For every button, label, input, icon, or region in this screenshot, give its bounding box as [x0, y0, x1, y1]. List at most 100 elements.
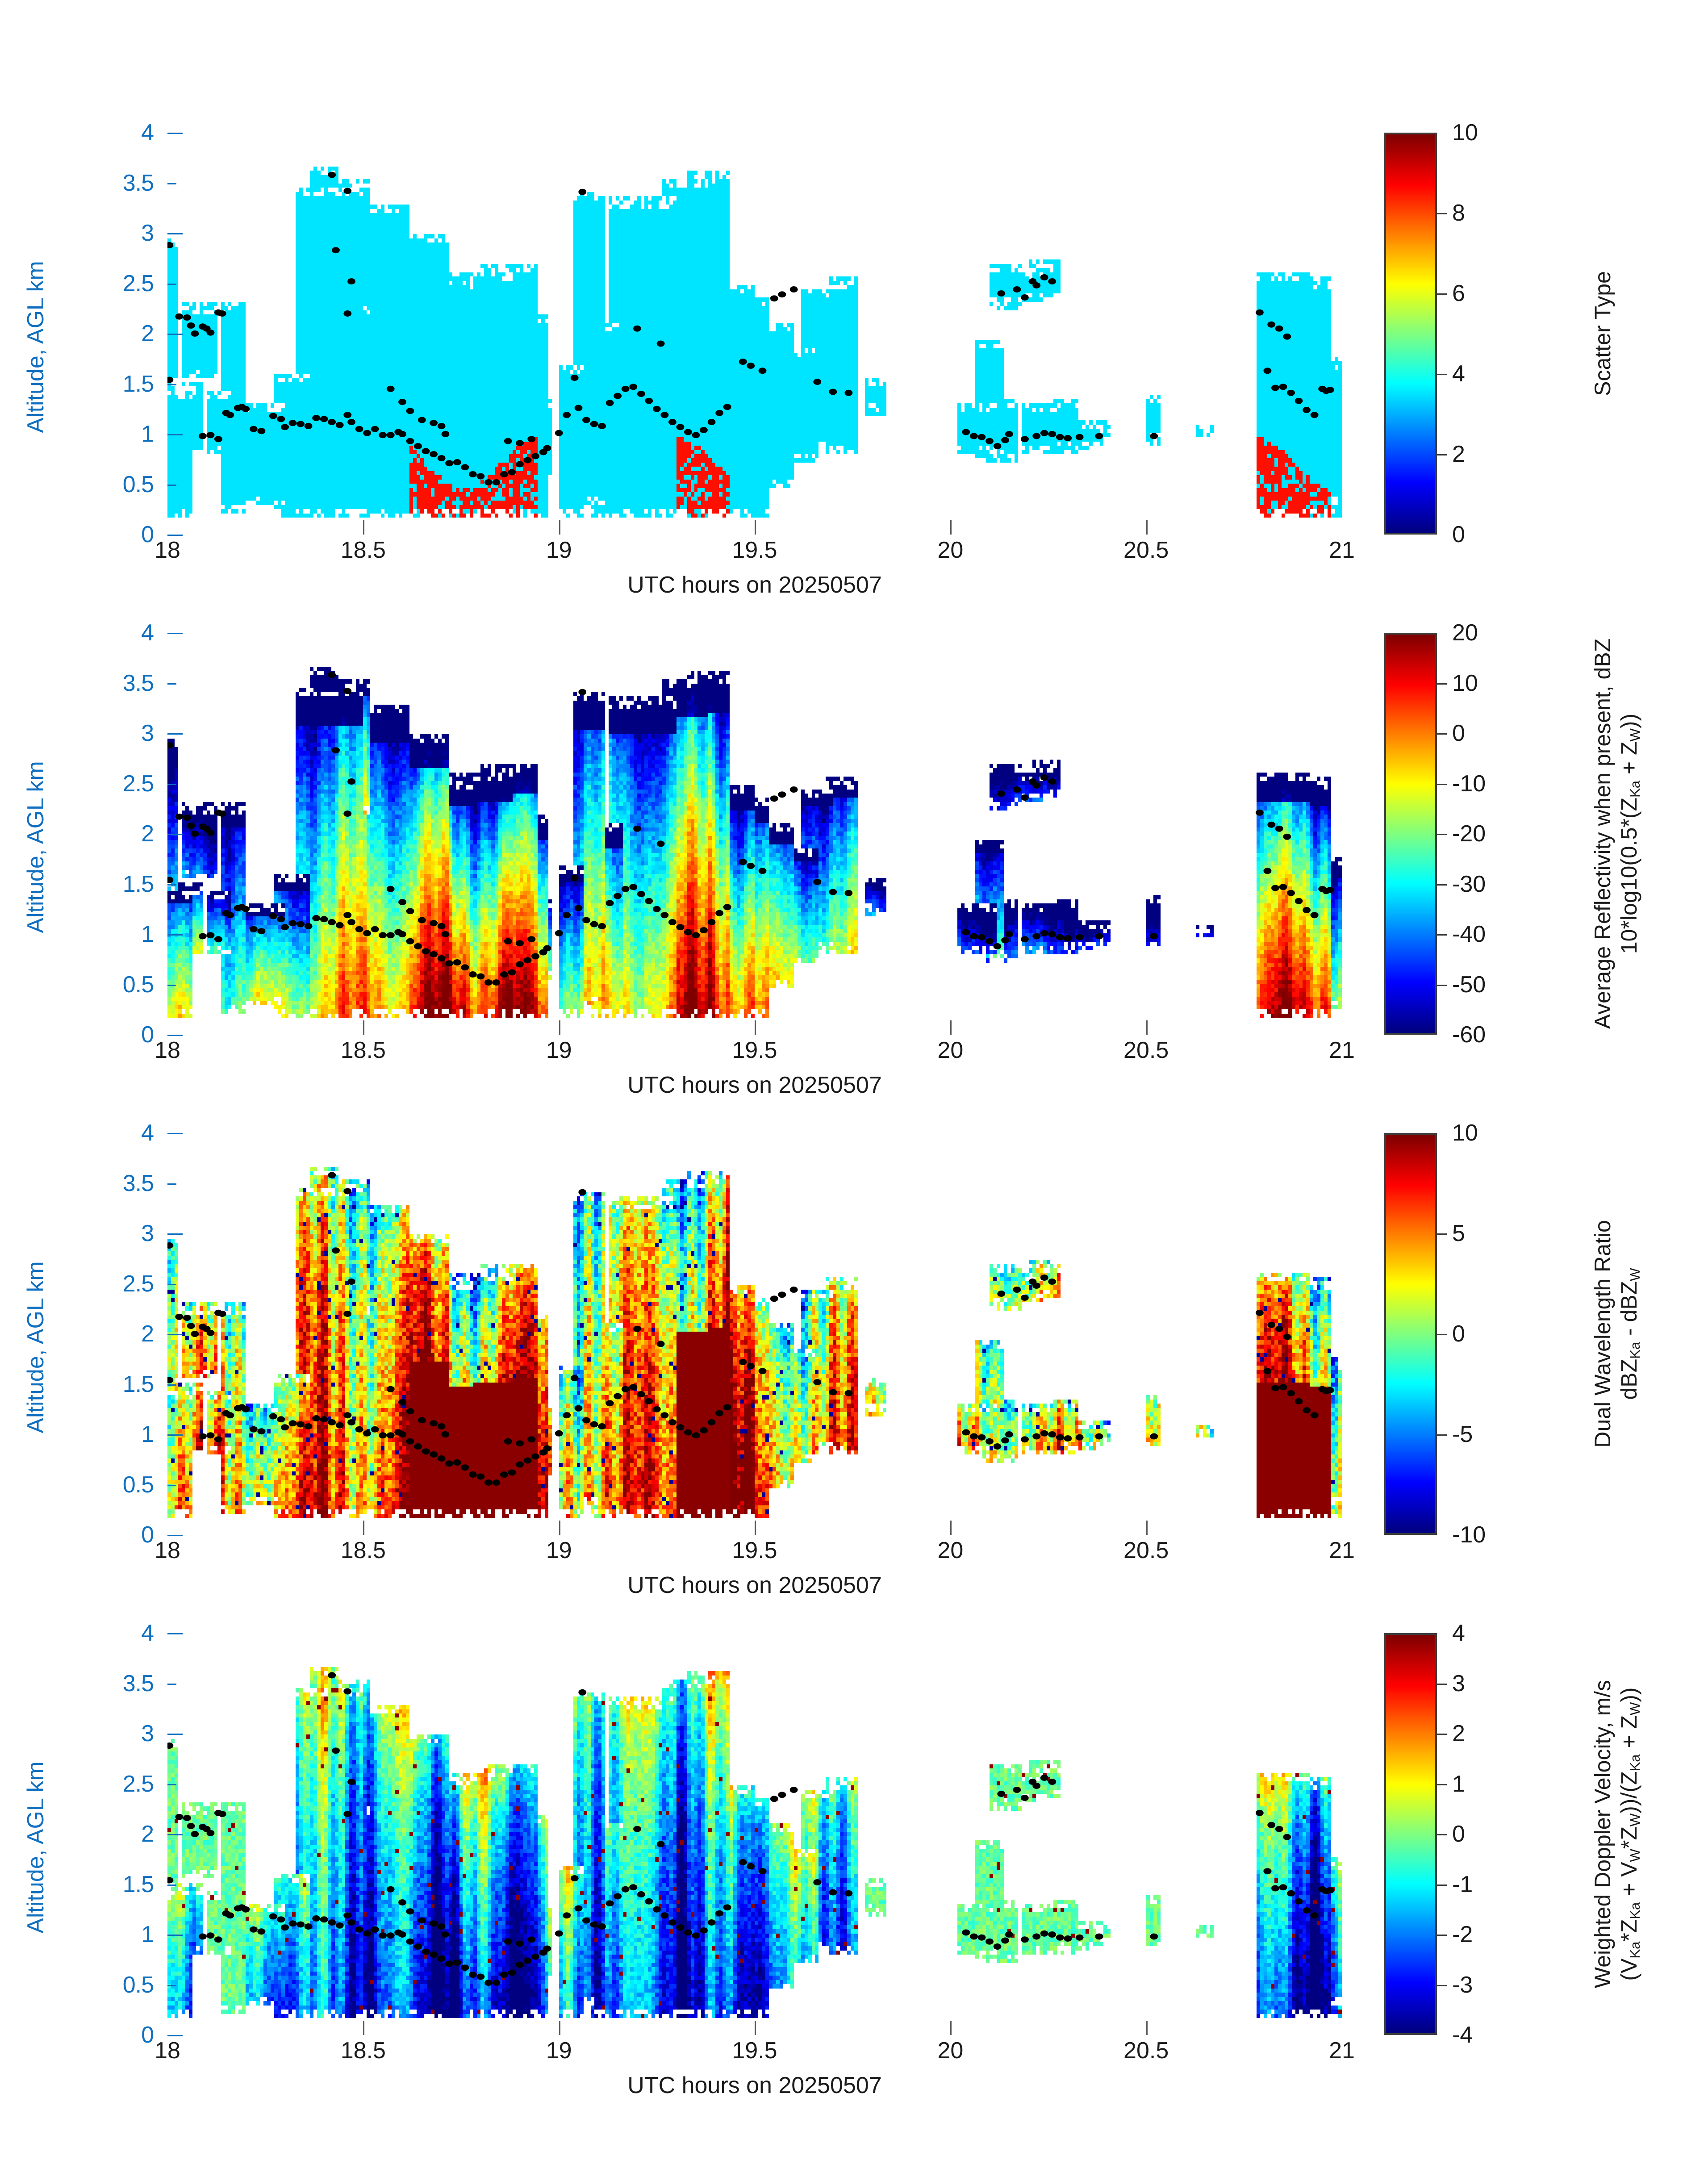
colorbar-title-3: Weighted Doppler Velocity, m/s (VKa*ZKa … [1590, 1633, 1643, 2035]
y-tick-mark [167, 984, 176, 986]
y-tick-mark [167, 183, 176, 184]
y-tick-mark [167, 1183, 176, 1185]
x-tick-label: 20 [937, 1037, 964, 1063]
y-tick-label: 4 [141, 120, 154, 146]
y-tick-mark [167, 1133, 183, 1134]
y-tick-label: 3.5 [122, 1670, 154, 1696]
colorbar-tick-label: 4 [1452, 361, 1465, 387]
x-tick-label: 18 [155, 537, 180, 563]
y-tick-mark [167, 535, 183, 536]
x-tick-label: 20 [937, 1538, 964, 1563]
colorbar-gradient-2 [1384, 1133, 1437, 1535]
colorbar-gradient-1 [1384, 633, 1437, 1035]
colorbar-tick-label: 10 [1452, 670, 1478, 696]
colorbar-title-1-line2: 10*log10(0.5*(ZKa + ZW)) [1616, 713, 1643, 954]
colorbar-tick-mark [1437, 293, 1447, 295]
x-tick-mark [559, 1521, 560, 1535]
x-axis-labels-0: UTC hours on 20250507 18 18.5 19 19.5 20 20.5… [0, 537, 1708, 604]
x-tick-mark [1146, 2021, 1148, 2035]
y-tick-label: 0 [141, 1522, 154, 1548]
x-tick-mark [559, 2021, 560, 2035]
heatmap-canvas-reflectivity [167, 633, 1342, 1035]
colorbar-title-3-line2: (VKa*ZKa + VW*ZW))/(ZKa + ZW)) [1616, 1687, 1643, 1981]
y-axis-labels-2: 0 0.5 1 1.5 2 2.5 3 3.5 4 Altitude, AGL km [0, 1107, 161, 1563]
x-tick-label: 20 [937, 2038, 964, 2064]
x-tick-label: 21 [1329, 2038, 1355, 2064]
y-tick-label: 4 [141, 620, 154, 646]
x-tick-mark [559, 520, 560, 535]
panel-scatter-type: 0 0.5 1 1.5 2 2.5 3 3.5 4 Altitude, AGL km UTC ho… [0, 107, 1708, 607]
colorbar-tick-label: 0 [1452, 720, 1465, 746]
y-tick-mark [167, 633, 183, 634]
y-tick-label: 1.5 [122, 371, 154, 397]
colorbar-tick-label: 2 [1452, 1721, 1465, 1747]
y-tick-label: 1 [141, 921, 154, 947]
panel-dual-wavelength-ratio: 0 0.5 1 1.5 2 2.5 3 3.5 4 Altitude, AGL km UTC ho… [0, 1107, 1708, 1608]
y-axis-labels-1: 0 0.5 1 1.5 2 2.5 3 3.5 4 Altitude, AGL km [0, 607, 161, 1063]
colorbar-tick-label: -40 [1452, 921, 1486, 947]
x-tick-label: 18 [155, 1538, 180, 1563]
y-axis-title: Altitude, AGL km [23, 761, 49, 933]
colorbar-tick-label: -3 [1452, 1972, 1473, 1998]
colorbar-tick-mark [1437, 1233, 1447, 1235]
y-tick-mark [167, 1384, 176, 1386]
colorbar-tick-label: -4 [1452, 2022, 1473, 2048]
y-tick-label: 2 [141, 321, 154, 347]
colorbar-title-0: Scatter Type [1590, 133, 1643, 535]
panel-weighted-doppler-velocity: 0 0.5 1 1.5 2 2.5 3 3.5 4 Altitude, AGL km UTC ho… [0, 1608, 1708, 2108]
x-tick-mark [950, 1521, 952, 1535]
y-tick-mark [167, 1484, 176, 1486]
y-tick-mark [167, 1434, 183, 1436]
y-tick-mark [167, 1683, 176, 1685]
x-axis-title-3: UTC hours on 20250507 [627, 2073, 882, 2098]
colorbar-tick-label: 2 [1452, 441, 1465, 467]
x-axis-labels-3: UTC hours on 20250507 18 18.5 19 19.5 20 20.5… [0, 2037, 1708, 2104]
colorbar-tick-label: 10 [1452, 1120, 1478, 1146]
colorbar-tick-label: -5 [1452, 1421, 1473, 1447]
y-tick-label: 1.5 [122, 871, 154, 897]
x-axis-labels-1: UTC hours on 20250507 18 18.5 19 19.5 20 20.5… [0, 1037, 1708, 1104]
y-tick-label: 0.5 [122, 1471, 154, 1498]
y-tick-label: 0 [141, 1022, 154, 1048]
colorbar-tick-label: -10 [1452, 770, 1486, 797]
y-axis-labels-3: 0 0.5 1 1.5 2 2.5 3 3.5 4 Altitude, AGL km [0, 1608, 161, 2063]
x-tick-label: 19.5 [732, 2038, 777, 2064]
y-tick-label: 3.5 [122, 670, 154, 696]
x-axis-title-2: UTC hours on 20250507 [627, 1572, 882, 1598]
heatmap-canvas-doppler [167, 1633, 1342, 2035]
y-tick-mark [167, 1535, 183, 1536]
colorbar-tick-label: 3 [1452, 1670, 1465, 1696]
x-tick-mark [950, 520, 952, 535]
colorbar-tick-mark [1437, 934, 1447, 936]
y-axis-labels-0: 0 0.5 1 1.5 2 2.5 3 3.5 4 Altitude, AGL km [0, 107, 161, 563]
x-tick-mark [755, 1020, 756, 1035]
y-tick-label: 0.5 [122, 971, 154, 998]
colorbar-gradient-3 [1384, 1633, 1437, 2035]
y-tick-label: 1 [141, 1421, 154, 1447]
y-tick-mark [167, 1633, 183, 1634]
colorbar-tick-mark [1437, 1935, 1447, 1936]
colorbar-reflectivity: Average Reflectivity when present, dBZ 1… [1384, 620, 1697, 1048]
colorbar-title-2-line1: Dual Wavelength Ratio [1590, 1220, 1615, 1448]
colorbar-tick-label: -1 [1452, 1871, 1473, 1897]
y-tick-label: 3.5 [122, 1170, 154, 1196]
colorbar-tick-label: 10 [1452, 120, 1478, 146]
colorbar-tick-mark [1437, 374, 1447, 375]
colorbar-doppler: Weighted Doppler Velocity, m/s (VKa*ZKa … [1384, 1620, 1697, 2048]
x-tick-mark [363, 1020, 365, 1035]
y-tick-label: 3.5 [122, 170, 154, 196]
y-tick-label: 2.5 [122, 1270, 154, 1297]
y-tick-mark [167, 1985, 176, 1986]
colorbar-title-2-line2: dBZKa - dBZW [1616, 1268, 1643, 1400]
x-axis-labels-2: UTC hours on 20250507 18 18.5 19 19.5 20 20.5… [0, 1537, 1708, 1604]
x-tick-mark [363, 2021, 365, 2035]
y-tick-mark [167, 384, 176, 385]
y-tick-mark [167, 2035, 183, 2036]
y-tick-mark [167, 1884, 176, 1886]
x-tick-label: 20.5 [1123, 537, 1169, 563]
x-tick-mark [1146, 1521, 1148, 1535]
x-tick-label: 18.5 [340, 2038, 386, 2064]
y-tick-label: 1 [141, 421, 154, 447]
colorbar-tick-mark [1437, 683, 1447, 685]
heatmap-canvas-scatter-type [167, 133, 1342, 535]
